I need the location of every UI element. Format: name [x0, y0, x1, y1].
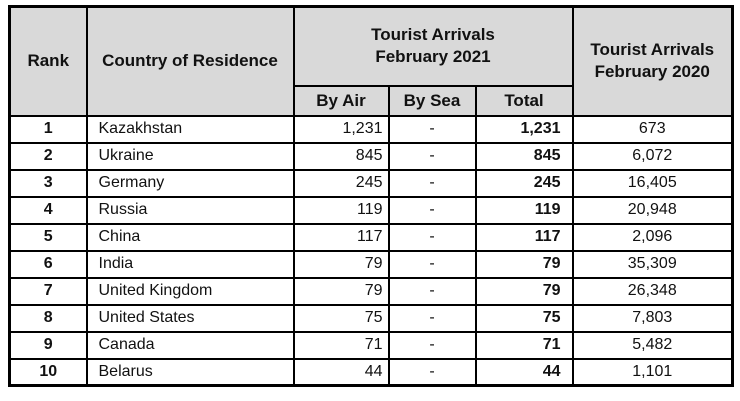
- by-sea-cell: -: [387, 357, 477, 387]
- table-row: 2 Ukraine 845 - 845 6,072: [8, 141, 734, 171]
- table-row: 10 Belarus 44 - 44 1,101: [8, 357, 734, 387]
- arrivals-2020-header-line2: February 2020: [594, 62, 710, 82]
- table-body: 1 Kazakhstan 1,231 - 1,231 673 2 Ukraine…: [8, 114, 734, 387]
- feb-2020-cell: 26,348: [571, 276, 734, 306]
- table-row: 6 India 79 - 79 35,309: [8, 249, 734, 279]
- rank-cell: 10: [8, 357, 88, 387]
- tourist-arrivals-table: Rank Country of Residence Tourist Arriva…: [8, 5, 734, 387]
- total-cell: 1,231: [474, 114, 574, 144]
- country-cell: Canada: [85, 330, 295, 360]
- feb-2020-cell: 2,096: [571, 222, 734, 252]
- header-sub-row: By Air By Sea Total: [10, 84, 733, 117]
- arrivals-2020-column-header: Tourist Arrivals February 2020: [571, 5, 734, 117]
- by-air-cell: 119: [292, 195, 390, 225]
- by-sea-cell: -: [387, 249, 477, 279]
- by-sea-cell: -: [387, 141, 477, 171]
- by-sea-column-header: By Sea: [387, 84, 477, 117]
- by-air-cell: 79: [292, 276, 390, 306]
- table-row: 7 United Kingdom 79 - 79 26,348: [8, 276, 734, 306]
- total-cell: 245: [474, 168, 574, 198]
- total-cell: 71: [474, 330, 574, 360]
- total-column-header: Total: [474, 84, 574, 117]
- total-cell: 79: [474, 276, 574, 306]
- feb-2020-cell: 6,072: [571, 141, 734, 171]
- by-sea-cell: -: [387, 276, 477, 306]
- by-air-cell: 117: [292, 222, 390, 252]
- country-cell: China: [85, 222, 295, 252]
- rank-cell: 1: [8, 114, 88, 144]
- country-column-header: Country of Residence: [85, 5, 295, 117]
- country-cell: Kazakhstan: [85, 114, 295, 144]
- by-sea-cell: -: [387, 114, 477, 144]
- by-air-cell: 1,231: [292, 114, 390, 144]
- rank-cell: 2: [8, 141, 88, 171]
- total-cell: 845: [474, 141, 574, 171]
- by-air-cell: 79: [292, 249, 390, 279]
- table-header: Rank Country of Residence Tourist Arriva…: [8, 5, 734, 117]
- rank-cell: 6: [8, 249, 88, 279]
- feb-2020-cell: 1,101: [571, 357, 734, 387]
- total-cell: 119: [474, 195, 574, 225]
- by-sea-cell: -: [387, 303, 477, 333]
- by-air-cell: 71: [292, 330, 390, 360]
- by-air-cell: 845: [292, 141, 390, 171]
- table-row: 4 Russia 119 - 119 20,948: [8, 195, 734, 225]
- rank-cell: 7: [8, 276, 88, 306]
- table-row: 9 Canada 71 - 71 5,482: [8, 330, 734, 360]
- arrivals-2021-group-header: Tourist Arrivals February 2021: [292, 5, 574, 87]
- by-sea-cell: -: [387, 195, 477, 225]
- header-main-row: Rank Country of Residence Tourist Arriva…: [8, 5, 734, 117]
- country-cell: Belarus: [85, 357, 295, 387]
- country-cell: United States: [85, 303, 295, 333]
- rank-cell: 4: [8, 195, 88, 225]
- country-cell: Germany: [85, 168, 295, 198]
- country-cell: India: [85, 249, 295, 279]
- feb-2020-cell: 20,948: [571, 195, 734, 225]
- by-air-cell: 245: [292, 168, 390, 198]
- table-row: 1 Kazakhstan 1,231 - 1,231 673: [8, 114, 734, 144]
- total-cell: 117: [474, 222, 574, 252]
- rank-cell: 8: [8, 303, 88, 333]
- by-air-cell: 44: [292, 357, 390, 387]
- feb-2020-cell: 16,405: [571, 168, 734, 198]
- feb-2020-cell: 673: [571, 114, 734, 144]
- by-air-cell: 75: [292, 303, 390, 333]
- arrivals-2020-header-line1: Tourist Arrivals: [590, 40, 715, 60]
- country-cell: United Kingdom: [85, 276, 295, 306]
- total-cell: 75: [474, 303, 574, 333]
- rank-cell: 3: [8, 168, 88, 198]
- by-sea-cell: -: [387, 168, 477, 198]
- country-cell: Russia: [85, 195, 295, 225]
- feb-2020-cell: 35,309: [571, 249, 734, 279]
- feb-2020-cell: 5,482: [571, 330, 734, 360]
- table-row: 8 United States 75 - 75 7,803: [8, 303, 734, 333]
- arrivals-2021-header-line1: Tourist Arrivals: [371, 25, 495, 45]
- by-air-column-header: By Air: [292, 84, 390, 117]
- by-sea-cell: -: [387, 330, 477, 360]
- total-cell: 79: [474, 249, 574, 279]
- arrivals-2021-header-line2: February 2021: [375, 47, 491, 67]
- table-row: 5 China 117 - 117 2,096: [8, 222, 734, 252]
- by-sea-cell: -: [387, 222, 477, 252]
- country-cell: Ukraine: [85, 141, 295, 171]
- total-cell: 44: [474, 357, 574, 387]
- rank-column-header: Rank: [8, 5, 88, 117]
- feb-2020-cell: 7,803: [571, 303, 734, 333]
- table-row: 3 Germany 245 - 245 16,405: [8, 168, 734, 198]
- rank-cell: 9: [8, 330, 88, 360]
- rank-cell: 5: [8, 222, 88, 252]
